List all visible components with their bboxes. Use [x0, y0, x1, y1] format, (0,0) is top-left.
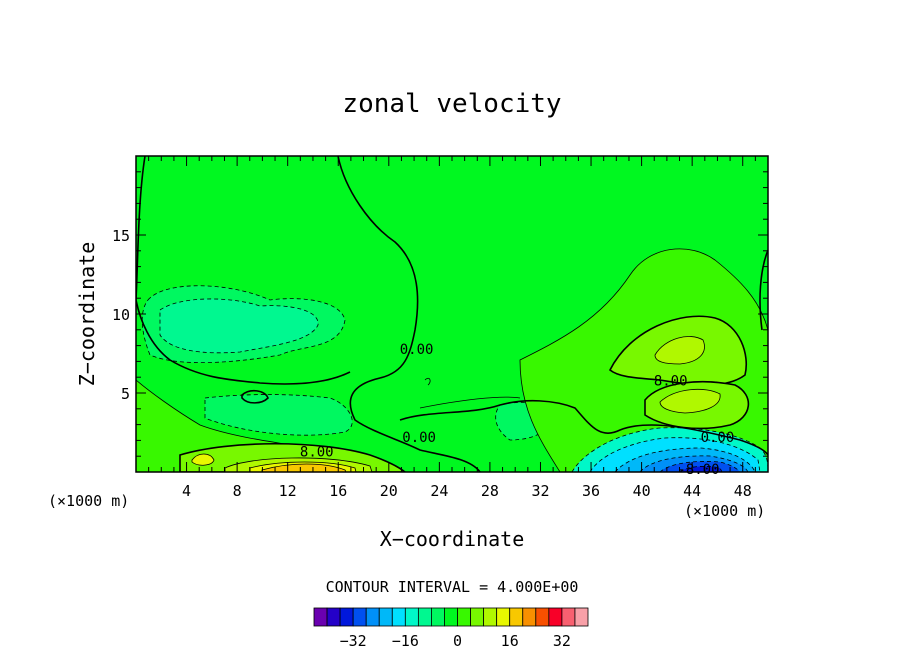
- contour-label: 8.00: [300, 444, 334, 460]
- colorbar: [313, 607, 589, 627]
- x-tick-label: 48: [734, 482, 752, 500]
- contour-fill-level-minus28: [679, 465, 723, 472]
- contour-fill-level-plus12: [659, 389, 721, 414]
- x-tick-labels: 4 8 12 16 20 24 28 32 36 40 44 48: [182, 482, 752, 500]
- colorbar-tick-label: 32: [553, 632, 571, 650]
- x-axis-label: X−coordinate: [380, 527, 525, 551]
- colorbar-swatch: [365, 607, 380, 627]
- zero-contour-line: [241, 389, 269, 404]
- colorbar-swatch: [522, 607, 537, 627]
- x-tick-label: 24: [430, 482, 448, 500]
- colorbar-swatch: [417, 607, 432, 627]
- colorbar-tick-labels: −32 −16 0 16 32: [340, 632, 571, 650]
- colorbar-swatch: [339, 607, 354, 627]
- colorbar-tick-label: 16: [501, 632, 519, 650]
- colorbar-swatch: [404, 607, 419, 627]
- x-tick-label: 8: [233, 482, 242, 500]
- y-axis-label: Z−coordinate: [75, 242, 99, 387]
- colorbar-swatch: [483, 607, 498, 627]
- contour-interval-label: CONTOUR INTERVAL = 4.000E+00: [326, 578, 579, 596]
- colorbar-swatch: [391, 607, 406, 627]
- x-tick-label: 28: [481, 482, 499, 500]
- thin-contour-line: [424, 377, 431, 386]
- y-tick-label: 5: [121, 385, 130, 403]
- contour-fill-level-plus12: [654, 336, 705, 365]
- x-tick-label: 40: [633, 482, 651, 500]
- colorbar-swatch: [574, 607, 589, 627]
- colorbar-tick-label: −16: [392, 632, 419, 650]
- colorbar-swatch: [431, 607, 445, 627]
- colorbar-tick-label: 0: [453, 632, 462, 650]
- colorbar-swatch: [313, 607, 328, 627]
- contour-fill-level-minus4: [204, 394, 353, 436]
- x-tick-label: 44: [683, 482, 701, 500]
- zero-contour-line: [399, 399, 768, 456]
- contour-labels: 0.00 0.00 8.00 8.00 0.00 -8.00: [300, 342, 734, 478]
- colorbar-swatch: [326, 607, 341, 627]
- zero-contour-line: [759, 249, 768, 331]
- axis-ticks: [136, 156, 768, 472]
- y-tick-label: 15: [112, 227, 130, 245]
- colorbar-swatch: [470, 607, 485, 627]
- contour-label: 8.00: [654, 373, 688, 389]
- x-tick-label: 32: [531, 482, 549, 500]
- colorbar-swatch: [509, 607, 524, 627]
- colorbar-swatch: [548, 607, 563, 627]
- contour-label: 0.00: [701, 430, 735, 446]
- x-tick-label: 20: [380, 482, 398, 500]
- x-tick-label: 12: [279, 482, 297, 500]
- colorbar-swatch: [535, 607, 550, 627]
- contour-label: 0.00: [400, 342, 434, 358]
- x-tick-label: 4: [182, 482, 191, 500]
- y-tick-label: 10: [112, 306, 130, 324]
- chart-title: zonal velocity: [342, 89, 561, 119]
- colorbar-swatch: [352, 607, 367, 627]
- zero-contour-line: [136, 156, 351, 385]
- zero-contour-line: [337, 156, 481, 472]
- contour-fill-level-plus20: [191, 453, 215, 466]
- contour-fill-level-minus8: [159, 298, 319, 354]
- contour-label: -8.00: [677, 462, 719, 478]
- x-unit-right: (×1000 m): [684, 502, 765, 520]
- colorbar-swatch: [496, 607, 511, 627]
- colorbar-swatch: [444, 607, 458, 627]
- thin-contour-line: [419, 396, 521, 409]
- colorbar-swatch: [457, 607, 471, 627]
- plot-area: 0.00 0.00 8.00 8.00 0.00 -8.00: [135, 155, 769, 478]
- colorbar-swatch: [378, 607, 393, 627]
- colorbar-tick-label: −32: [340, 632, 367, 650]
- colorbar-swatch: [561, 607, 576, 627]
- x-tick-label: 16: [329, 482, 347, 500]
- x-unit-left: (×1000 m): [48, 492, 129, 510]
- y-tick-labels: 5 10 15: [112, 227, 130, 403]
- x-tick-label: 36: [582, 482, 600, 500]
- contour-label: 0.00: [402, 430, 436, 446]
